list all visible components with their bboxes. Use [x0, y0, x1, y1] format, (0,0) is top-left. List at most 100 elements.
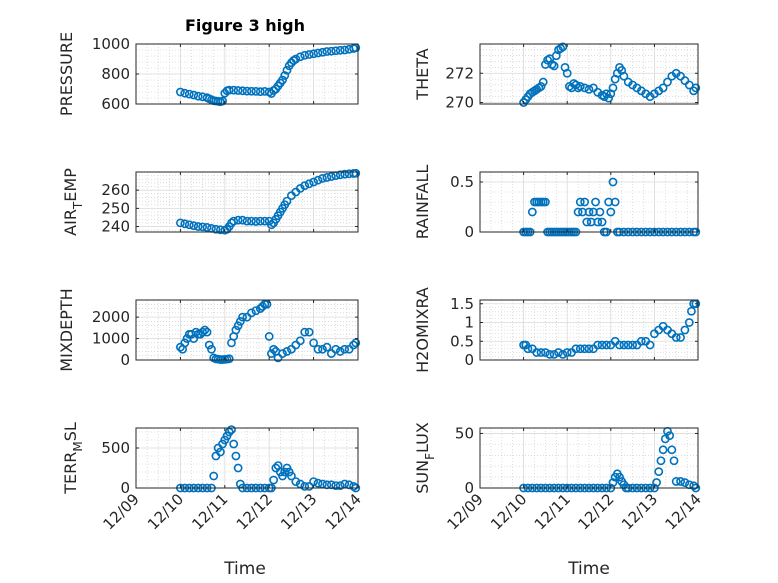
- data-point: [623, 340, 633, 350]
- data-point: [608, 177, 618, 187]
- data-point: [562, 348, 572, 357]
- data-point: [224, 354, 234, 364]
- y-tick-label: 250: [101, 199, 130, 217]
- data-series: [175, 168, 361, 235]
- data-point: [619, 71, 629, 81]
- data-point: [532, 348, 542, 357]
- data-point: [554, 348, 563, 357]
- data-point: [229, 85, 239, 95]
- data-point: [304, 481, 314, 491]
- data-point: [202, 327, 212, 337]
- data-point: [584, 84, 594, 94]
- y-tick-label: 1: [464, 314, 474, 332]
- data-point: [309, 177, 318, 187]
- y-tick-label: 240: [101, 218, 130, 236]
- data-point: [580, 197, 590, 207]
- data-point: [255, 87, 265, 97]
- panel-mixdepth: 0 1000 2000 MIXDEPTH: [57, 288, 361, 372]
- data-point: [291, 54, 301, 64]
- data-point: [349, 340, 358, 350]
- data-point: [251, 87, 261, 96]
- x-tick-label: 12/14: [662, 490, 705, 533]
- data-point: [318, 173, 327, 183]
- y-tick-label: 1000: [92, 330, 130, 348]
- data-point: [676, 477, 685, 486]
- data-point: [295, 336, 305, 346]
- axes-frame: [479, 43, 699, 105]
- data-point: [335, 45, 345, 55]
- data-point: [573, 207, 583, 217]
- y-tick-label: 2000: [92, 308, 130, 326]
- data-point: [258, 302, 267, 311]
- data-point: [340, 45, 350, 55]
- data-point: [322, 47, 332, 56]
- data-point: [233, 463, 243, 473]
- data-point: [549, 349, 559, 359]
- data-point: [636, 336, 646, 346]
- data-point: [656, 456, 666, 466]
- data-point: [663, 77, 672, 87]
- data-point: [340, 169, 350, 179]
- data-point: [200, 325, 210, 335]
- data-point: [575, 197, 585, 207]
- data-point: [658, 83, 668, 93]
- data-point: [351, 168, 361, 178]
- data-point: [580, 83, 590, 93]
- data-point: [189, 90, 199, 100]
- data-point: [676, 71, 685, 81]
- data-point: [233, 86, 243, 95]
- x-tick-label: 12/12: [574, 490, 617, 533]
- y-tick-label: 600: [101, 95, 130, 113]
- data-point: [558, 349, 568, 359]
- y-tick-label: 270: [445, 94, 474, 112]
- data-point: [680, 325, 690, 335]
- data-point: [175, 218, 185, 228]
- x-tick-label: 12/10: [487, 490, 530, 533]
- data-point: [588, 83, 598, 93]
- data-point: [689, 481, 699, 491]
- data-point: [608, 83, 618, 93]
- data-point: [309, 338, 318, 348]
- x-tick-label: 12/10: [144, 490, 187, 533]
- data-point: [684, 318, 694, 327]
- figure-title: Figure 3 high: [185, 16, 305, 35]
- panel-pressure: 600 800 1000 PRESSURE: [57, 32, 361, 116]
- y-axis-label: TERRMSL: [61, 422, 85, 495]
- axes-frame: [479, 427, 699, 489]
- y-tick-label: 0: [464, 479, 474, 497]
- data-point: [667, 445, 677, 455]
- data-point: [278, 349, 287, 358]
- data-point: [215, 447, 225, 457]
- data-point: [671, 477, 681, 486]
- data-point: [242, 216, 252, 226]
- data-point: [300, 181, 310, 191]
- data-point: [691, 83, 701, 93]
- data-point: [541, 197, 550, 207]
- data-point: [313, 175, 323, 185]
- data-point: [227, 425, 236, 434]
- data-point: [331, 481, 341, 490]
- data-point: [184, 220, 194, 230]
- data-point: [326, 46, 336, 56]
- axes-frame: [479, 171, 699, 233]
- data-point: [610, 197, 620, 207]
- data-point: [231, 451, 241, 461]
- data-point: [680, 76, 690, 85]
- data-point: [300, 327, 310, 337]
- y-tick-label: 1.5: [450, 295, 474, 313]
- data-point: [291, 477, 301, 486]
- data-point: [233, 215, 243, 225]
- data-point: [313, 344, 323, 354]
- y-tick-label: 50: [455, 424, 474, 442]
- y-tick-label: 272: [445, 64, 474, 82]
- panel-h2omixra: 00.511.5 H2OMIXRA: [413, 287, 701, 373]
- data-point: [229, 439, 239, 449]
- data-point: [665, 431, 675, 441]
- panel-theta: 270 272 THETA: [413, 42, 701, 112]
- data-point: [545, 349, 555, 359]
- data-point: [335, 170, 345, 180]
- data-point: [562, 68, 572, 78]
- data-point: [340, 344, 350, 354]
- data-point: [180, 338, 190, 348]
